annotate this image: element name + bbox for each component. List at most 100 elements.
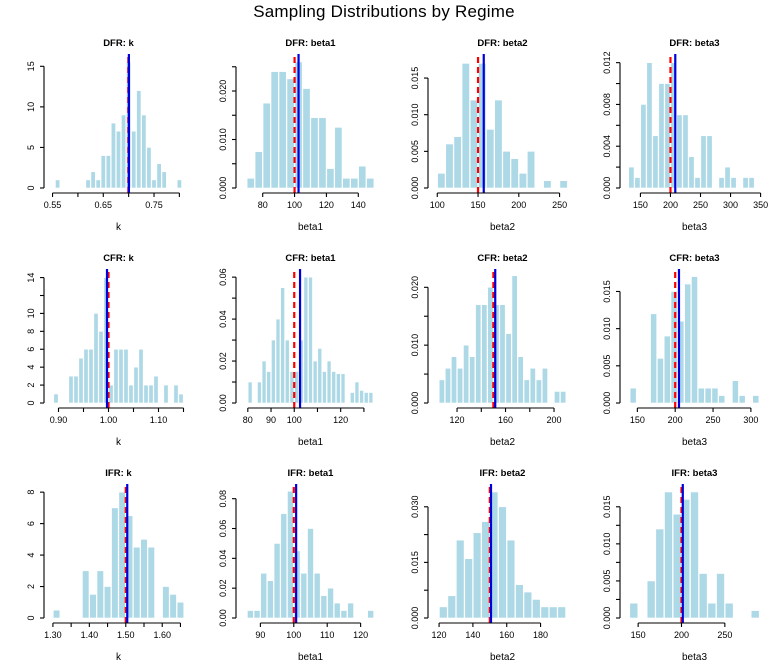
histogram-bar — [363, 392, 369, 404]
histogram-bar — [253, 610, 261, 619]
histogram-bar — [73, 375, 79, 404]
histogram-bar — [560, 391, 567, 404]
histogram-bar — [261, 360, 267, 404]
y-tick-label: 0.02 — [218, 579, 228, 597]
histogram-bar — [176, 601, 185, 619]
x-tick-label: 140 — [351, 200, 366, 210]
histogram-bar — [511, 275, 518, 404]
histogram-bar — [350, 178, 359, 189]
histogram-bar — [716, 573, 725, 619]
histogram-bar — [85, 179, 91, 189]
histogram-bar — [502, 151, 511, 189]
histogram-bar — [326, 168, 335, 189]
x-axis-label: k — [116, 437, 122, 448]
histogram-bar — [523, 379, 530, 404]
histogram-bar — [628, 166, 635, 189]
histogram-bar — [437, 173, 446, 189]
y-tick-label: 0.010 — [602, 317, 612, 340]
panel-cfr-beta2: CFR: beta2 120 160 200 beta2 0.000 0.010 0.020 — [410, 253, 567, 448]
histogram-bar — [532, 599, 541, 619]
histogram-bar — [133, 546, 141, 619]
histogram-bar — [529, 367, 536, 404]
y-tick-label: 0.06 — [218, 520, 228, 538]
histogram-bar — [447, 595, 456, 619]
x-tick-label: 350 — [753, 200, 768, 210]
histogram-bar — [105, 155, 111, 189]
histogram-bar — [333, 602, 341, 619]
panel-dfr-beta1: DFR: beta1 80 100 120 140 beta1 0.000 0.010 0.02… — [218, 38, 375, 233]
panel-ifr-beta1: IFR: beta1 90 100 110 120 beta1 0.00 0.02 0.04 0.… — [218, 468, 374, 663]
x-tick-label: 200 — [674, 630, 689, 640]
histogram-bar — [113, 348, 119, 404]
panel-title: CFR: k — [103, 253, 134, 264]
histogram-bar — [494, 99, 503, 189]
histogram-bar — [469, 356, 476, 404]
histogram-bar — [691, 276, 698, 404]
histogram-bar — [718, 395, 726, 404]
histogram-bar — [133, 366, 139, 404]
x-tick-label: 200 — [511, 200, 526, 210]
y-tick-label: 4 — [26, 553, 36, 558]
histogram-bar — [247, 381, 253, 404]
histogram-bar — [457, 367, 464, 404]
histogram-bar — [367, 610, 374, 619]
x-axis-label: beta2 — [490, 437, 515, 448]
histogram-bar — [738, 395, 746, 404]
histogram-bar — [146, 147, 152, 189]
x-tick-label: 180 — [533, 630, 548, 640]
panel-title: IFR: k — [105, 468, 132, 479]
histogram-bar — [89, 594, 97, 619]
y-tick-label: 0.012 — [602, 51, 612, 74]
histogram-bar — [463, 344, 470, 404]
histogram-bar — [247, 610, 254, 619]
panel-title: DFR: beta1 — [285, 38, 336, 49]
histogram-bar — [730, 177, 737, 189]
y-tick-label: 0.015 — [410, 67, 420, 90]
x-tick-label: 100 — [287, 200, 302, 210]
panel-cfr-k: CFR: k 0.90 1.00 1.10 k 0 2 4 6 8 10 14 — [26, 253, 185, 448]
x-tick-label: 150 — [633, 200, 648, 210]
histogram-bar — [732, 380, 739, 404]
histogram-bar — [162, 586, 170, 619]
histogram-bar — [111, 507, 119, 619]
histogram-bar — [90, 171, 96, 189]
histogram-bar — [540, 606, 549, 619]
histogram-bar — [697, 387, 705, 404]
x-tick-label: 1.50 — [117, 630, 135, 640]
histogram-bar — [141, 114, 147, 189]
y-tick-label: 0 — [26, 400, 36, 405]
histogram-bar — [650, 313, 657, 404]
x-axis-label: beta3 — [682, 437, 707, 448]
x-tick-label: 120 — [432, 630, 447, 640]
y-tick-label: 0.004 — [602, 135, 612, 158]
histogram-bar — [278, 71, 287, 189]
panel-dfr-k: DFR: k 0.55 0.65 0.75 k 0 5 10 15 — [26, 38, 182, 233]
histogram-bar — [486, 129, 495, 189]
histogram-bar — [439, 606, 448, 619]
histogram-bar — [340, 373, 346, 404]
histogram-bar — [285, 339, 290, 404]
histogram-bar — [510, 158, 519, 189]
histogram-bar — [688, 156, 695, 189]
histogram-bar — [96, 570, 104, 619]
histogram-bar — [271, 339, 276, 404]
histogram-bar — [55, 179, 61, 189]
y-tick-label: 8 — [26, 329, 36, 334]
histogram-bar — [153, 375, 159, 404]
histogram-bar — [354, 381, 360, 404]
histogram-bar — [340, 610, 348, 619]
histogram-bar — [313, 572, 321, 619]
y-tick-label: 8 — [26, 490, 36, 495]
histogram-bar — [698, 573, 708, 619]
panel-title: DFR: k — [103, 38, 134, 49]
x-tick-label: 0.65 — [95, 200, 113, 210]
y-tick-label: 0.000 — [602, 607, 612, 630]
y-tick-label: 15 — [26, 61, 36, 71]
histogram-bar — [481, 521, 490, 619]
histogram-bar — [706, 135, 713, 189]
x-axis-label: beta2 — [490, 652, 515, 663]
panel-title: IFR: beta2 — [480, 468, 526, 479]
y-tick-label: 0.000 — [410, 177, 420, 200]
histogram-bar — [103, 586, 112, 619]
histogram-bar — [123, 348, 129, 404]
